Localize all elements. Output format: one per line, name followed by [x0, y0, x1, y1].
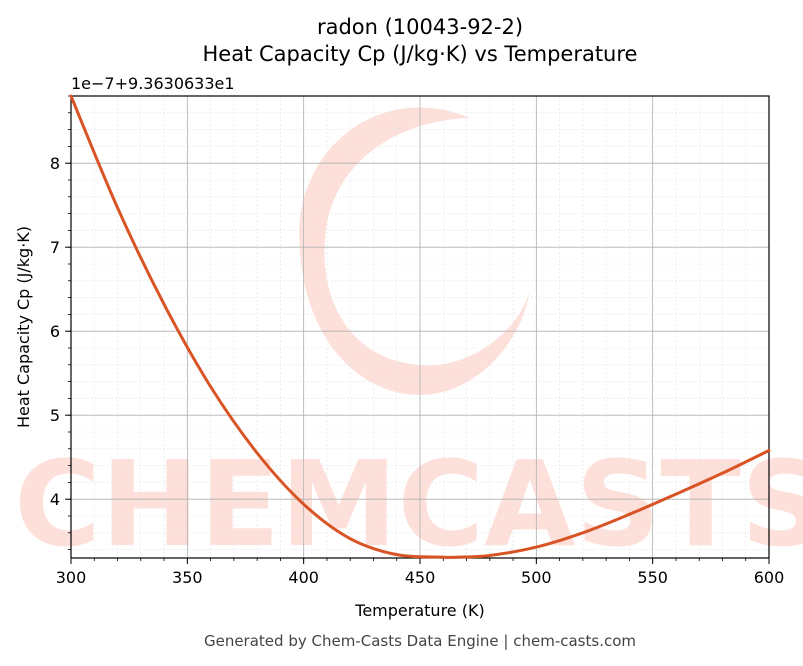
grid	[70, 95, 770, 558]
chart-title-line2: Heat Capacity Cp (J/kg·K) vs Temperature	[203, 42, 638, 66]
series-layer	[69, 94, 771, 559]
axis-ticks: 300 350 400 450 500 550 600 4 5 6 7 8	[50, 95, 785, 587]
watermark: CHEMCASTS	[14, 107, 803, 573]
y-tick-label: 7	[50, 238, 60, 257]
x-tick-label: 350	[172, 568, 203, 587]
y-tick-label: 8	[50, 154, 60, 173]
watermark-swirl	[299, 107, 530, 396]
x-tick-label: 500	[521, 568, 552, 587]
series-line	[69, 94, 771, 559]
x-axis-label: Temperature (K)	[354, 601, 484, 620]
x-tick-label: 400	[288, 568, 319, 587]
x-tick-label: 550	[637, 568, 668, 587]
y-tick-label: 6	[50, 322, 60, 341]
y-offset-label: 1e−7+9.3630633e1	[71, 74, 235, 93]
y-tick-label: 5	[50, 406, 60, 425]
footer-credit: Generated by Chem-Casts Data Engine | ch…	[204, 632, 636, 650]
x-tick-label: 600	[754, 568, 785, 587]
watermark-text: CHEMCASTS	[14, 435, 803, 573]
x-tick-label: 300	[56, 568, 87, 587]
y-axis-label: Heat Capacity Cp (J/kg·K)	[14, 226, 33, 428]
x-tick-label: 450	[405, 568, 436, 587]
chart-title-line1: radon (10043-92-2)	[317, 15, 523, 39]
y-tick-label: 4	[50, 490, 60, 509]
